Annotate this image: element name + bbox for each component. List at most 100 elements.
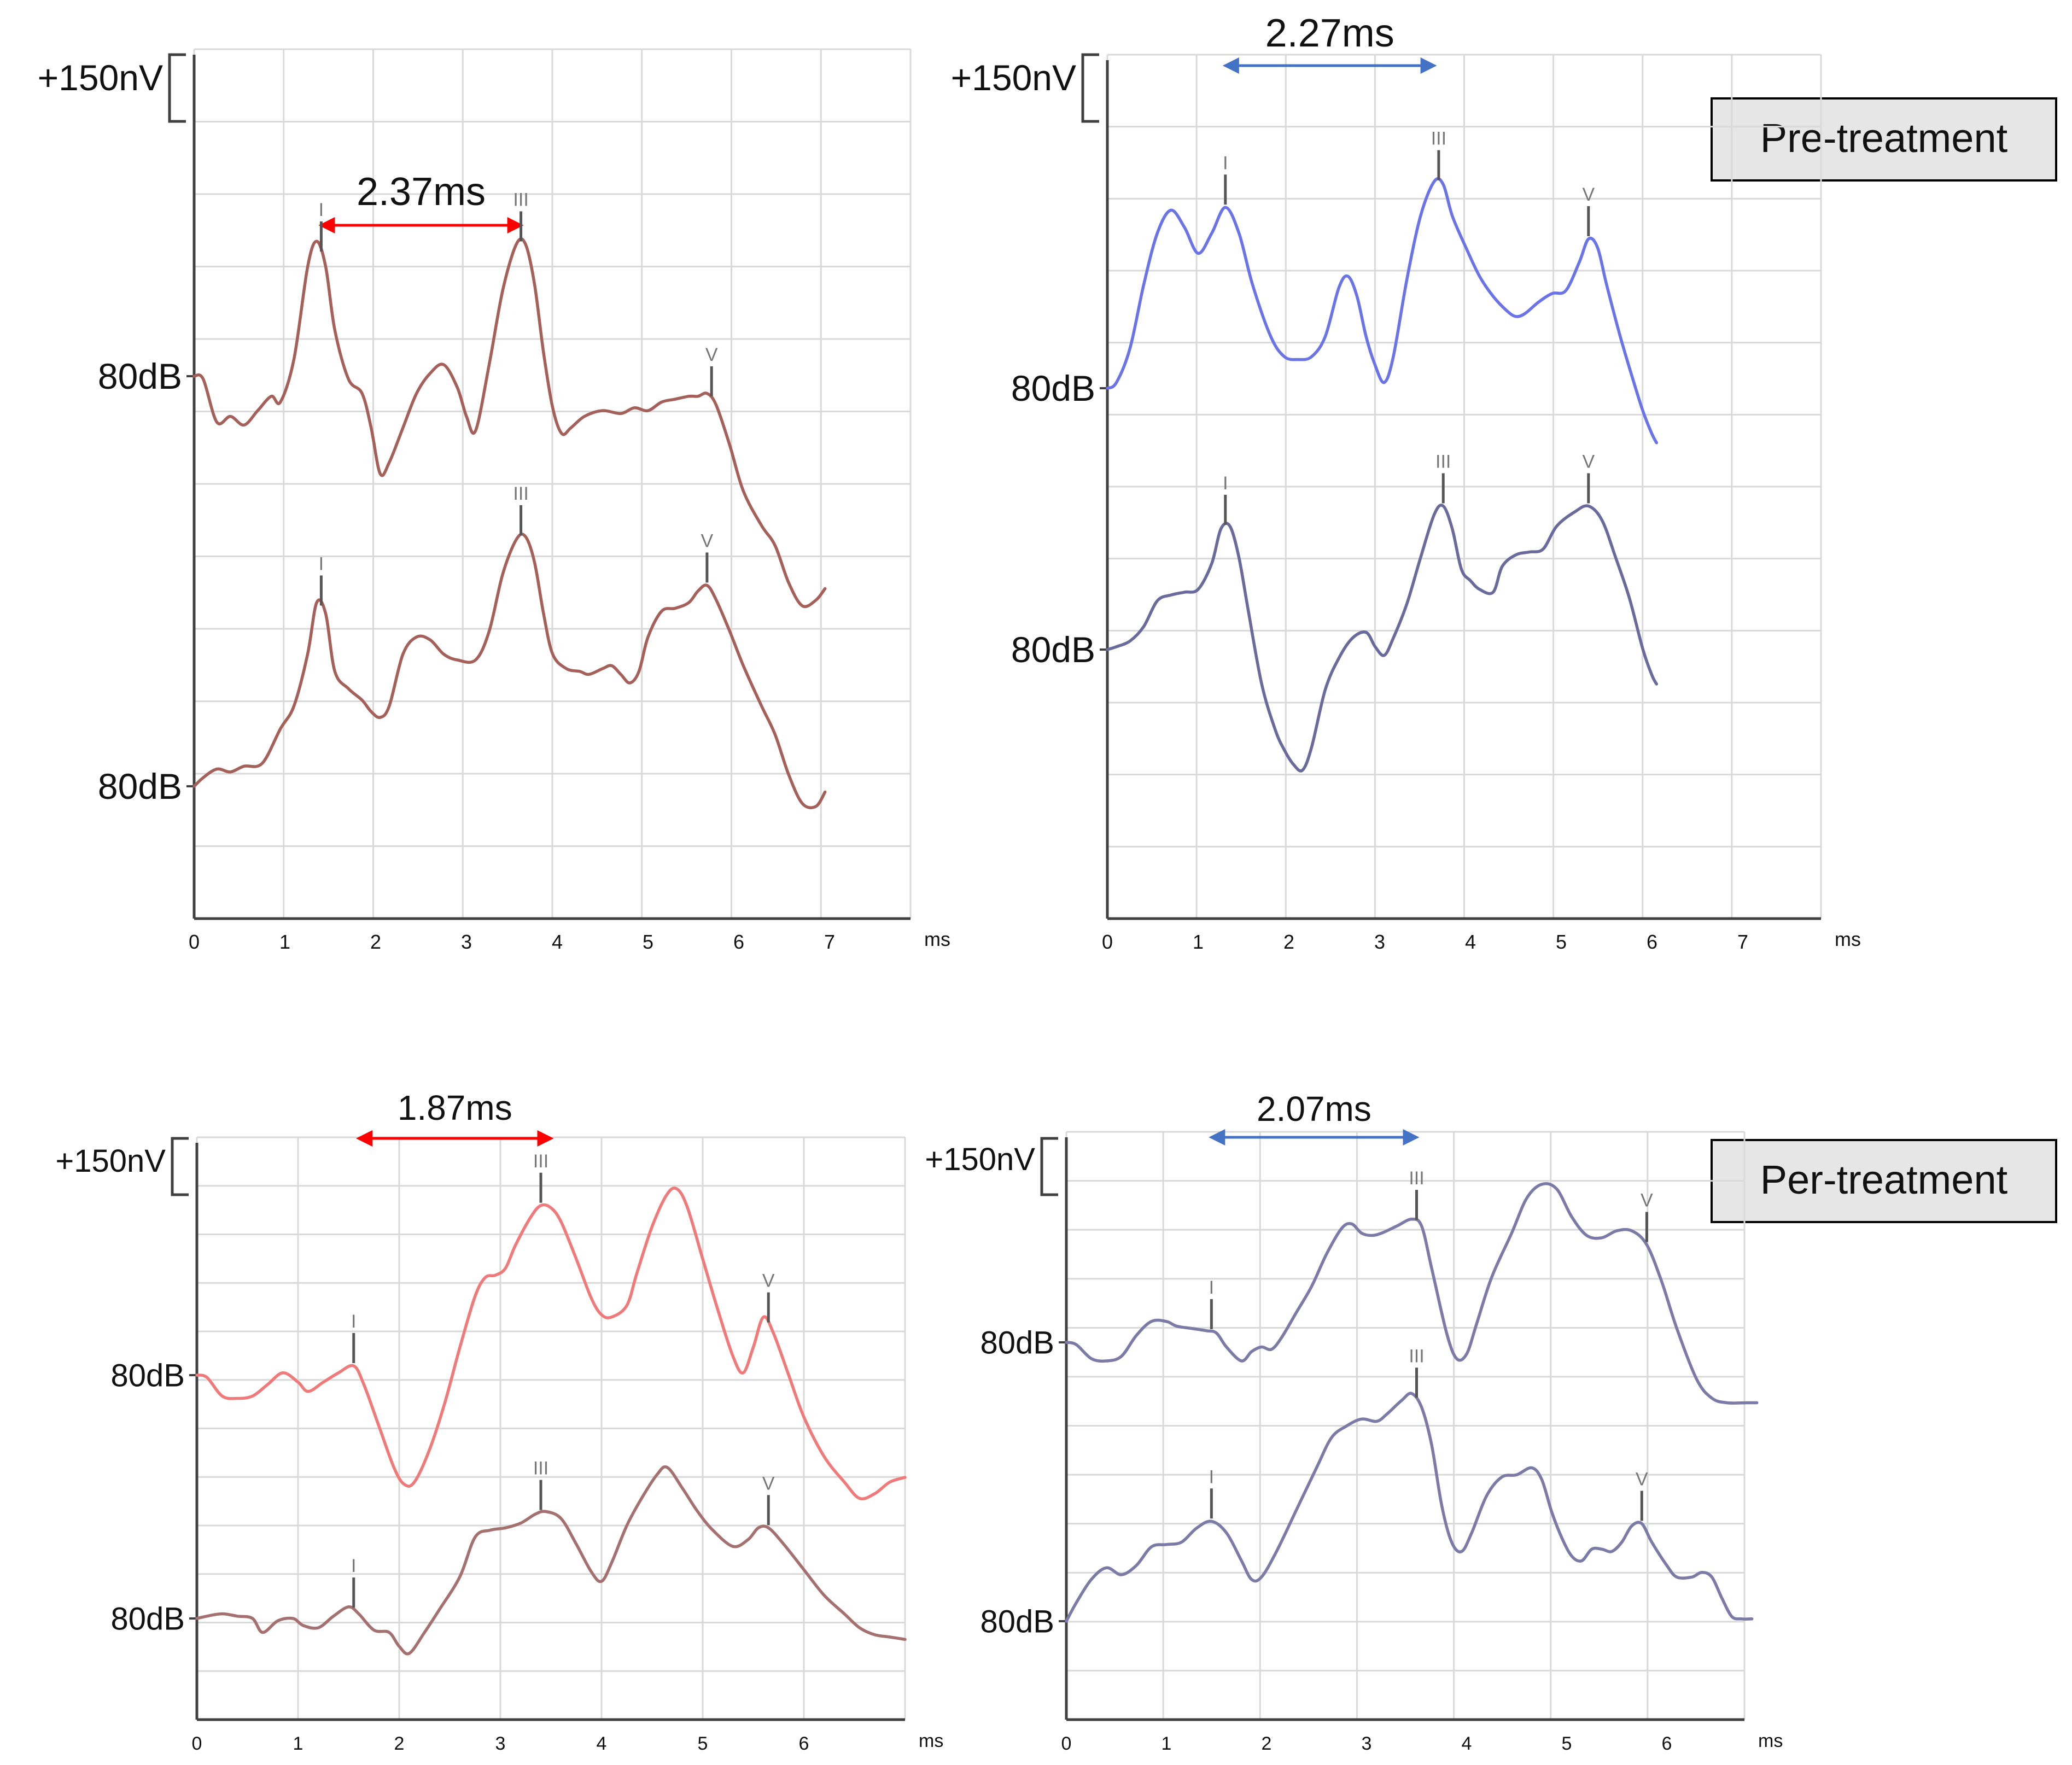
x-tick-label: 4 [552, 931, 563, 953]
x-tick-label: 6 [733, 931, 744, 953]
x-tick-label: 6 [799, 1733, 809, 1754]
peak-label: I [319, 554, 324, 575]
peak-label: I [1209, 1466, 1214, 1487]
peak-label: III [513, 190, 528, 211]
x-tick-label: 5 [1556, 931, 1567, 953]
grid [193, 48, 912, 920]
pre-treatment-label-box: Pre-treatment [1711, 97, 2057, 182]
x-tick-label: 4 [1462, 1733, 1472, 1754]
x-tick-label: 6 [1662, 1733, 1672, 1754]
peak-label: V [1582, 452, 1595, 472]
x-tick-label: 4 [597, 1733, 607, 1754]
interval-label: 2.27ms [1265, 11, 1394, 55]
grid [196, 1136, 906, 1721]
peak-label: V [1641, 1190, 1653, 1211]
peak-label: III [513, 483, 528, 504]
x-unit-label: ms [919, 1731, 943, 1751]
scale-label: +150nV [55, 1143, 166, 1179]
waveform-line [1106, 504, 1659, 773]
per-treatment-label-box: Per-treatment [1711, 1139, 2057, 1223]
x-tick-label: 3 [461, 931, 472, 953]
level-label: 80dB [980, 1325, 1054, 1360]
x-unit-label: ms [924, 928, 950, 950]
peak-label: III [1435, 452, 1451, 472]
level-label: 80dB [1011, 629, 1095, 670]
peak-label: V [762, 1473, 775, 1494]
x-unit-label: ms [1758, 1731, 1783, 1751]
level-label: 80dB [98, 766, 182, 806]
x-tick-label: 2 [1262, 1733, 1272, 1754]
level-label: 80dB [980, 1604, 1054, 1639]
peak-label: III [1409, 1168, 1424, 1189]
x-tick-label: 1 [1193, 931, 1204, 953]
peak-label: III [1409, 1346, 1424, 1366]
x-tick-label: 1 [1162, 1733, 1172, 1754]
x-tick-label: 2 [394, 1733, 405, 1754]
x-tick-label: 5 [698, 1733, 708, 1754]
x-tick-label: 7 [1737, 931, 1748, 953]
waveform-line [1065, 1392, 1754, 1623]
peak-label: I [1209, 1277, 1214, 1298]
peak-label: I [351, 1311, 356, 1332]
x-tick-label: 0 [1102, 931, 1113, 953]
waveform-line [195, 1187, 907, 1500]
x-tick-label: 2 [1283, 931, 1294, 953]
interval-label: 2.37ms [357, 170, 486, 214]
waveform-line [192, 237, 827, 609]
scale-label: +150nV [925, 1142, 1035, 1177]
level-label: 80dB [98, 356, 182, 396]
waveform-line [195, 1465, 907, 1656]
scale-label: +150nV [38, 57, 163, 98]
peak-label: V [1582, 184, 1595, 205]
x-tick-label: 5 [1562, 1733, 1572, 1754]
interval-label: 1.87ms [398, 1088, 512, 1127]
level-label: 80dB [111, 1358, 185, 1393]
x-tick-label: 3 [1362, 1733, 1372, 1754]
waveform-line [1106, 177, 1659, 445]
x-unit-label: ms [1835, 928, 1861, 950]
peak-label: V [1636, 1469, 1648, 1490]
waveform-line [1065, 1182, 1759, 1405]
x-tick-label: 1 [279, 931, 290, 953]
peak-label: I [1223, 153, 1228, 173]
x-tick-label: 3 [495, 1733, 506, 1754]
peak-label: I [1223, 473, 1228, 494]
x-tick-label: 1 [293, 1733, 303, 1754]
pre-treatment-label: Pre-treatment [1760, 115, 2008, 161]
x-tick-label: 0 [189, 931, 200, 953]
peak-label: III [533, 1458, 548, 1479]
x-tick-label: 0 [1061, 1733, 1072, 1754]
grid [1106, 54, 1822, 920]
scale-bracket [1081, 53, 1099, 123]
interval-label: 2.07ms [1257, 1089, 1371, 1129]
x-tick-label: 2 [370, 931, 381, 953]
level-label: 80dB [111, 1601, 185, 1637]
per-treatment-label: Per-treatment [1760, 1157, 2008, 1202]
scale-label: +150nV [951, 57, 1076, 98]
peak-label: V [701, 531, 714, 552]
waveform-line [192, 533, 827, 809]
level-label: 80dB [1011, 368, 1095, 408]
peak-label: V [762, 1271, 775, 1291]
x-tick-label: 4 [1465, 931, 1476, 953]
peak-label: I [319, 200, 324, 220]
scale-bracket [168, 53, 186, 123]
peak-label: III [1431, 128, 1446, 149]
x-tick-label: 7 [824, 931, 835, 953]
scale-bracket [171, 1137, 189, 1196]
x-tick-label: 5 [643, 931, 653, 953]
x-tick-label: 3 [1374, 931, 1385, 953]
